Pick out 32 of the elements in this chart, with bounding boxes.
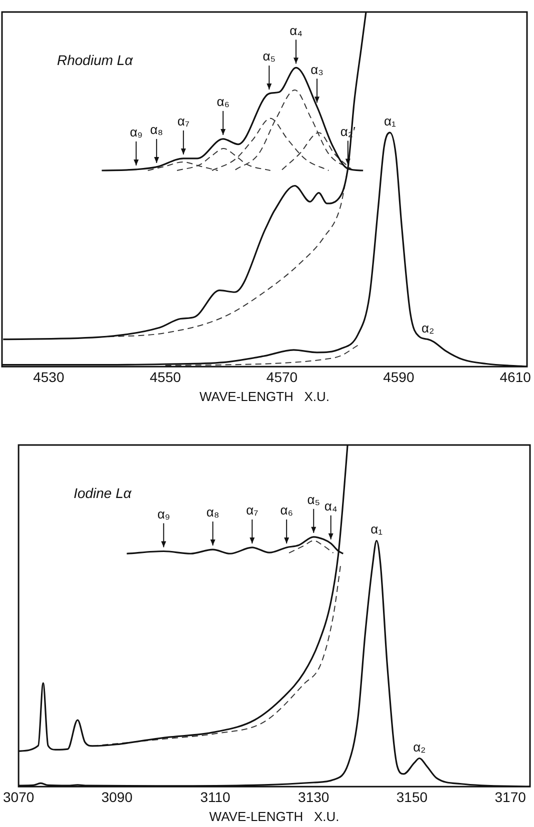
annotation: α₁	[384, 114, 396, 129]
x-tick-label: 3130	[298, 788, 330, 805]
annotation: α₆	[280, 502, 293, 518]
annotation: α₉	[130, 124, 143, 140]
x-tick-label: 3090	[101, 788, 133, 805]
annotation: α₂	[422, 320, 434, 336]
x-tick-label: 4530	[33, 368, 64, 385]
x-tick-label: 4570	[266, 368, 298, 385]
annotation: α₈	[206, 504, 220, 520]
x-tick-label: 4550	[150, 368, 182, 385]
annotation: α₄	[290, 22, 302, 38]
annotation: α₇	[177, 114, 190, 129]
x-tick-label: 4610	[500, 368, 532, 385]
annotation: α₇	[246, 502, 259, 518]
annotation: α₈	[150, 122, 164, 138]
x-tick-label: 3070	[2, 788, 34, 805]
x-tick-label: 3170	[494, 788, 526, 805]
x-axis-title: WAVE-LENGTH X.U.	[209, 808, 340, 824]
text: Iodine Lα	[74, 484, 132, 501]
annotation: α₅	[262, 48, 276, 64]
annotation: α₆	[216, 94, 230, 110]
text: Rhodium Lα	[57, 52, 134, 68]
annotation: α₉	[157, 506, 170, 522]
annotation: α₂	[413, 739, 426, 754]
x-axis-title: WAVE-LENGTH X.U.	[199, 388, 330, 404]
x-tick-label: 3150	[396, 788, 428, 805]
annotation: α₁	[370, 522, 384, 537]
annotation: α₃	[310, 62, 324, 77]
annotation: α₅	[307, 492, 320, 507]
x-tick-label: 4590	[383, 368, 414, 385]
annotation: α₄	[324, 498, 338, 514]
x-tick-label: 3110	[200, 788, 231, 805]
